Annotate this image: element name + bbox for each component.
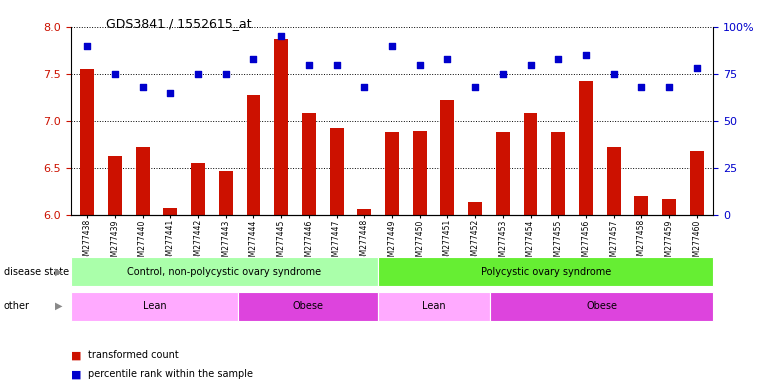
Point [386,43,398,49]
Bar [302,113,316,215]
Point [496,71,509,77]
Point [662,84,675,90]
Bar [136,147,150,215]
Point [275,33,288,40]
Text: transformed count: transformed count [88,350,179,360]
Bar [662,199,676,215]
Point [220,71,232,77]
Text: Lean: Lean [422,301,446,311]
Point [413,61,426,68]
Bar [358,209,371,215]
Point [635,84,648,90]
Bar [378,257,713,286]
Bar [413,131,426,215]
Point [579,52,592,58]
Point [303,61,315,68]
Bar [80,69,94,215]
Point [358,84,371,90]
Bar [378,292,490,321]
Bar [490,292,713,321]
Text: Obese: Obese [586,301,617,311]
Bar [219,171,233,215]
Bar [634,196,648,215]
Text: GDS3841 / 1552615_at: GDS3841 / 1552615_at [106,17,252,30]
Bar [496,132,510,215]
Text: percentile rank within the sample: percentile rank within the sample [88,369,252,379]
Bar [329,129,343,215]
Point [81,43,93,49]
Bar [441,100,455,215]
Bar [71,292,238,321]
Bar [579,81,593,215]
Text: ■: ■ [71,350,81,360]
Text: ▶: ▶ [55,301,63,311]
Text: ▶: ▶ [55,266,63,277]
Point [469,84,481,90]
Bar [71,257,378,286]
Point [192,71,205,77]
Bar [246,94,260,215]
Text: other: other [4,301,30,311]
Point [247,56,260,62]
Bar [385,132,399,215]
Point [691,65,703,71]
Bar [163,209,177,215]
Point [524,61,537,68]
Text: disease state: disease state [4,266,69,277]
Point [552,56,564,62]
Bar [524,113,538,215]
Text: Polycystic ovary syndrome: Polycystic ovary syndrome [481,266,611,277]
Point [164,90,176,96]
Point [109,71,122,77]
Point [136,84,149,90]
Text: Control, non-polycystic ovary syndrome: Control, non-polycystic ovary syndrome [127,266,321,277]
Text: Obese: Obese [292,301,324,311]
Point [441,56,454,62]
Bar [468,202,482,215]
Bar [607,147,621,215]
Bar [191,163,205,215]
Point [608,71,620,77]
Bar [690,151,704,215]
Bar [274,39,288,215]
Bar [238,292,378,321]
Point [330,61,343,68]
Text: ■: ■ [71,369,81,379]
Bar [551,132,565,215]
Text: Lean: Lean [143,301,166,311]
Bar [108,156,122,215]
